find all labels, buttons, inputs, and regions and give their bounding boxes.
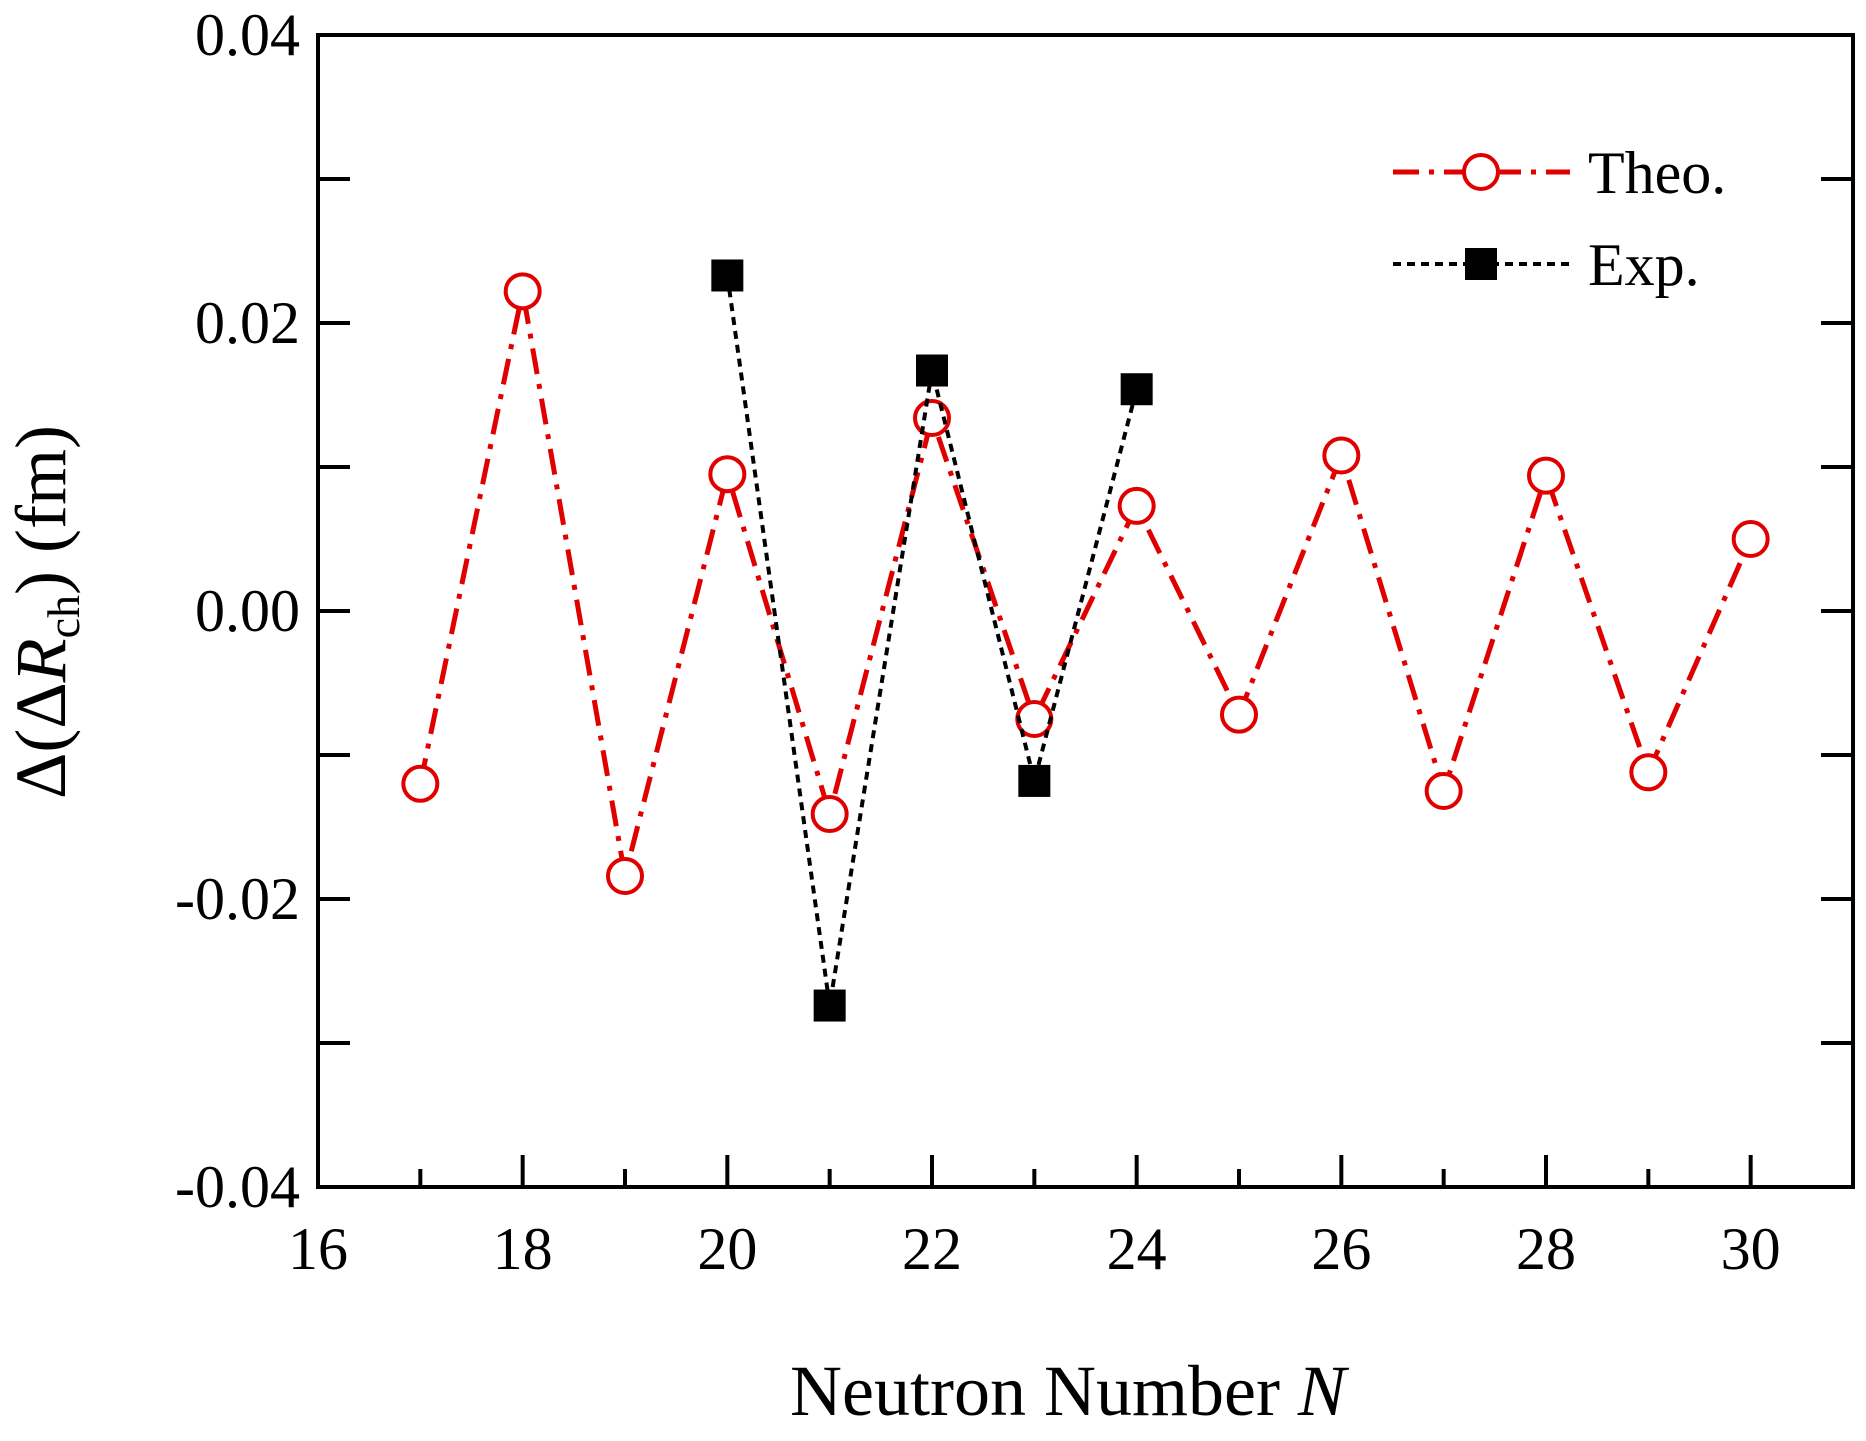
data-point bbox=[711, 259, 744, 292]
data-point bbox=[1629, 753, 1668, 792]
x-tick-label: 24 bbox=[1107, 1216, 1167, 1282]
x-tick-label: 30 bbox=[1721, 1216, 1781, 1282]
data-point bbox=[1527, 456, 1565, 495]
x-tick-label: 16 bbox=[288, 1216, 348, 1282]
x-tick-label: 20 bbox=[697, 1216, 757, 1282]
data-point bbox=[1322, 436, 1361, 475]
series-layer bbox=[401, 259, 1770, 1022]
data-point bbox=[708, 455, 747, 494]
data-point bbox=[916, 354, 948, 387]
x-tick-label: 18 bbox=[493, 1216, 553, 1282]
series-theo bbox=[401, 272, 1770, 895]
x-tick-label: 26 bbox=[1311, 1216, 1371, 1282]
x-tick-label: 22 bbox=[902, 1216, 962, 1282]
y-axis-title: Δ(ΔRch) (fm) bbox=[1, 425, 89, 799]
y-tick-label: 0.04 bbox=[195, 2, 300, 68]
data-point bbox=[1117, 486, 1156, 525]
data-point bbox=[1731, 520, 1770, 558]
data-point bbox=[401, 764, 440, 803]
data-point bbox=[1424, 772, 1463, 810]
legend-entry: Exp. bbox=[1393, 232, 1700, 298]
data-point bbox=[1018, 764, 1051, 797]
data-point bbox=[813, 989, 846, 1022]
y-tick-label: 0.02 bbox=[195, 290, 300, 356]
legend-label: Theo. bbox=[1588, 140, 1726, 206]
x-tick-label: 28 bbox=[1516, 1216, 1576, 1282]
data-point bbox=[1220, 695, 1258, 734]
legend-marker bbox=[1462, 153, 1500, 191]
series-line bbox=[417, 290, 1753, 877]
axis-ticks bbox=[316, 33, 1853, 1189]
legend: Theo. Exp. bbox=[1393, 140, 1726, 298]
y-tick-label: -0.02 bbox=[175, 866, 300, 932]
data-point bbox=[810, 795, 849, 834]
data-point bbox=[1120, 373, 1153, 406]
series-line bbox=[725, 275, 1139, 1006]
axis-tick-labels: 16 18 20 22 24 26 28 30 -0.04 -0.02 0.00 0.02 0.04 bbox=[175, 2, 1781, 1282]
data-point bbox=[606, 856, 644, 895]
data-point bbox=[503, 272, 542, 311]
x-axis-title: Neutron Number N bbox=[790, 1351, 1350, 1431]
legend-label: Exp. bbox=[1588, 232, 1700, 298]
legend-marker bbox=[1465, 248, 1497, 280]
legend-entry: Theo. bbox=[1393, 140, 1726, 206]
y-tick-label: 0.00 bbox=[195, 578, 300, 644]
series-exp bbox=[711, 259, 1153, 1022]
y-tick-label: -0.04 bbox=[175, 1154, 300, 1220]
